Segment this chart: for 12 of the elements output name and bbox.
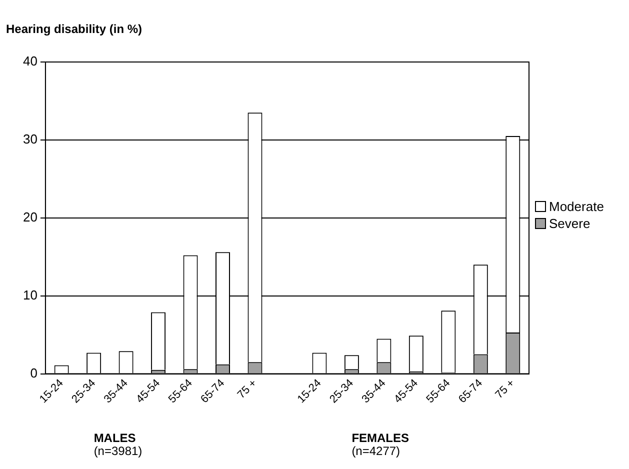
text: MALES (n=3981) <box>94 430 142 458</box>
y-tick-label: 30 <box>22 132 38 147</box>
text: Moderate <box>548 198 604 215</box>
legend-label: Severe <box>548 214 592 232</box>
y-axis-title: Hearing disability (in %) <box>6 22 142 36</box>
y-tick-label: 0 <box>30 365 38 380</box>
y-tick-label: 10 <box>22 287 38 302</box>
x-tick-label: 75 + <box>235 377 260 402</box>
text: FEMALES (n=4277) <box>352 430 410 458</box>
x-tick-label: 75 + <box>493 377 518 402</box>
y-tick-label: 40 <box>22 54 38 69</box>
y-tick-label: 20 <box>22 209 38 224</box>
